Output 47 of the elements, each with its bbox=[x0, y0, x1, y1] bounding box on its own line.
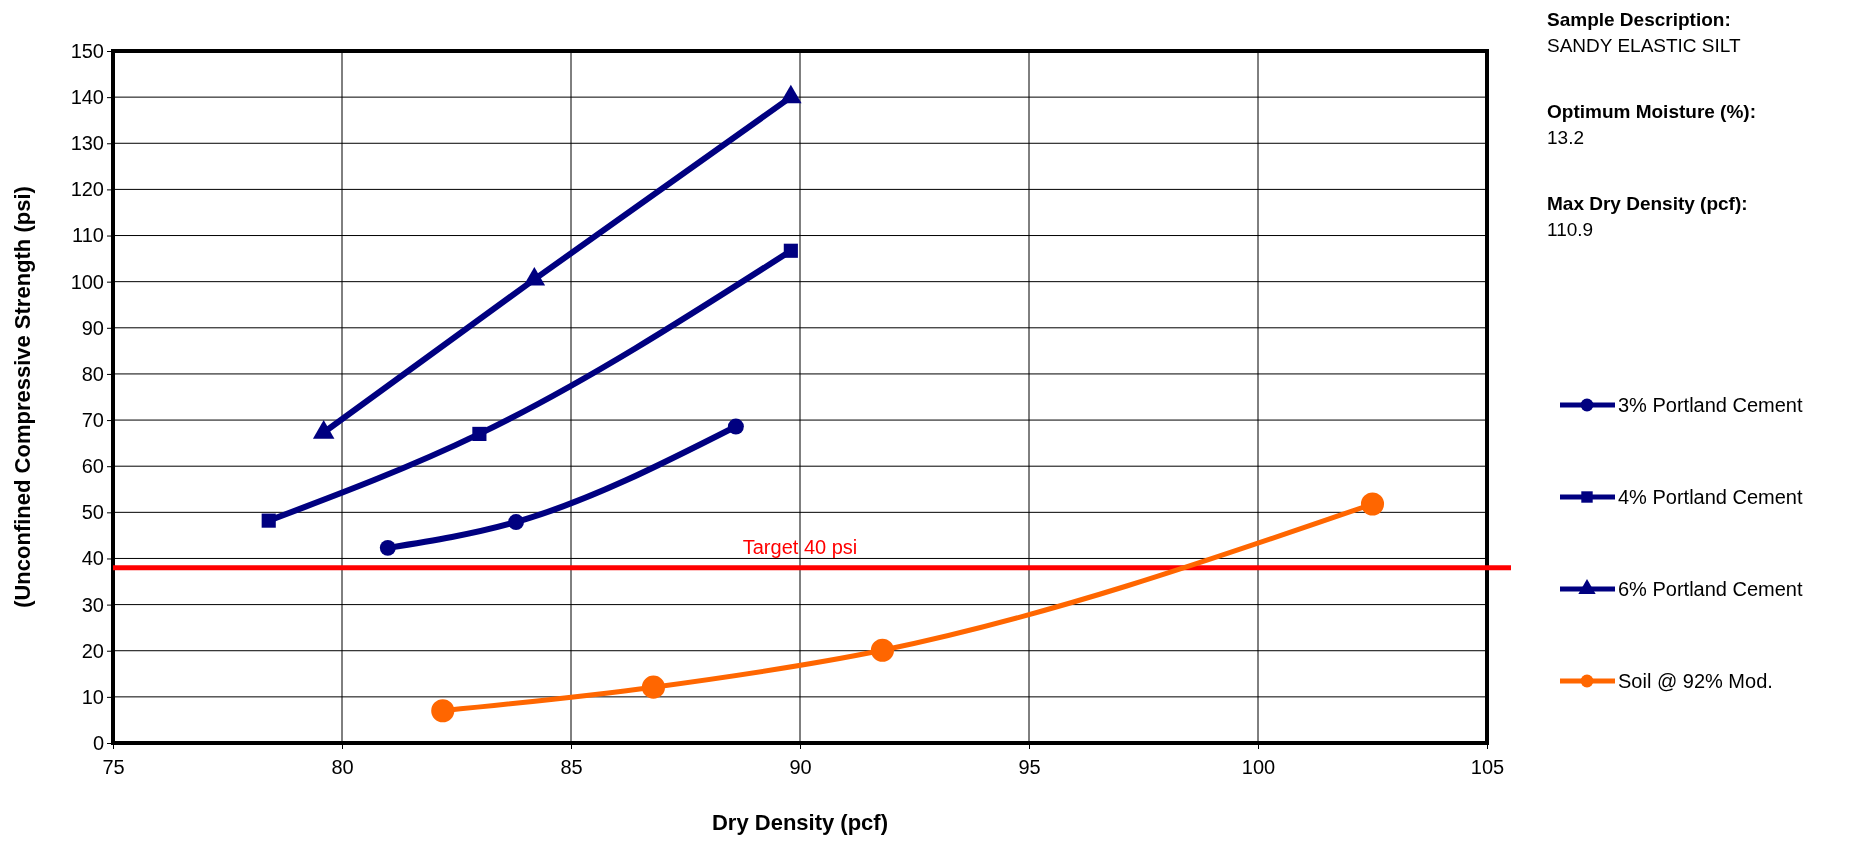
y-tick-label: 10 bbox=[81, 685, 104, 708]
x-tick-label: 80 bbox=[331, 756, 354, 778]
ref-line-label: Target 40 psi bbox=[742, 535, 858, 558]
y-tick-label: 140 bbox=[70, 86, 104, 109]
y-tick-label: 100 bbox=[70, 270, 104, 293]
text: Max Dry Density (pcf): bbox=[1547, 193, 1748, 214]
y-tick-label: 30 bbox=[81, 593, 104, 616]
point bbox=[472, 426, 487, 441]
y-tick-label: 90 bbox=[81, 316, 104, 339]
text: 110.9 bbox=[1547, 219, 1594, 240]
x-tick-label: 85 bbox=[560, 756, 583, 778]
y-tick-label: 20 bbox=[81, 639, 104, 662]
x-axis-title: Dry Density (pcf) bbox=[711, 810, 889, 835]
y-tick-label: 150 bbox=[70, 39, 104, 62]
x-tick-label: 75 bbox=[102, 756, 125, 778]
point bbox=[641, 675, 665, 699]
text: SANDY ELASTIC SILT bbox=[1547, 35, 1741, 56]
y-tick-label: 110 bbox=[72, 224, 104, 247]
text: Sample Description: bbox=[1547, 9, 1731, 30]
point bbox=[727, 418, 744, 435]
point bbox=[379, 539, 396, 556]
legend-label: 4% Portland Cement bbox=[1618, 486, 1803, 508]
point bbox=[870, 638, 894, 662]
point bbox=[261, 513, 276, 528]
y-tick-label: 120 bbox=[70, 178, 104, 201]
x-tick-label: 90 bbox=[789, 756, 812, 778]
text: 13.2 bbox=[1547, 127, 1584, 148]
x-tick-label: 95 bbox=[1018, 756, 1041, 778]
legend-label: 6% Portland Cement bbox=[1618, 578, 1803, 600]
y-tick-label: 0 bbox=[92, 731, 104, 754]
point bbox=[431, 699, 455, 723]
y-tick-label: 40 bbox=[81, 547, 104, 570]
point bbox=[783, 243, 798, 258]
y-tick-label: 70 bbox=[81, 408, 104, 431]
point bbox=[1360, 492, 1385, 516]
y-axis-title: (Unconfined Compressive Strength (psi) bbox=[10, 186, 35, 608]
y-tick-label: 50 bbox=[81, 501, 104, 524]
x-tick-label: 105 bbox=[1470, 756, 1505, 778]
y-tick-label: 60 bbox=[81, 455, 104, 478]
y-tick-label: 80 bbox=[81, 362, 104, 385]
legend-label: 3% Portland Cement bbox=[1618, 394, 1803, 416]
x-tick-label: 100 bbox=[1241, 756, 1276, 778]
point bbox=[508, 514, 525, 530]
text: Optimum Moisture (%): bbox=[1547, 101, 1756, 122]
legend-label: Soil @ 92% Mod. bbox=[1618, 670, 1773, 692]
y-tick-label: 130 bbox=[70, 132, 104, 155]
point bbox=[780, 84, 802, 104]
